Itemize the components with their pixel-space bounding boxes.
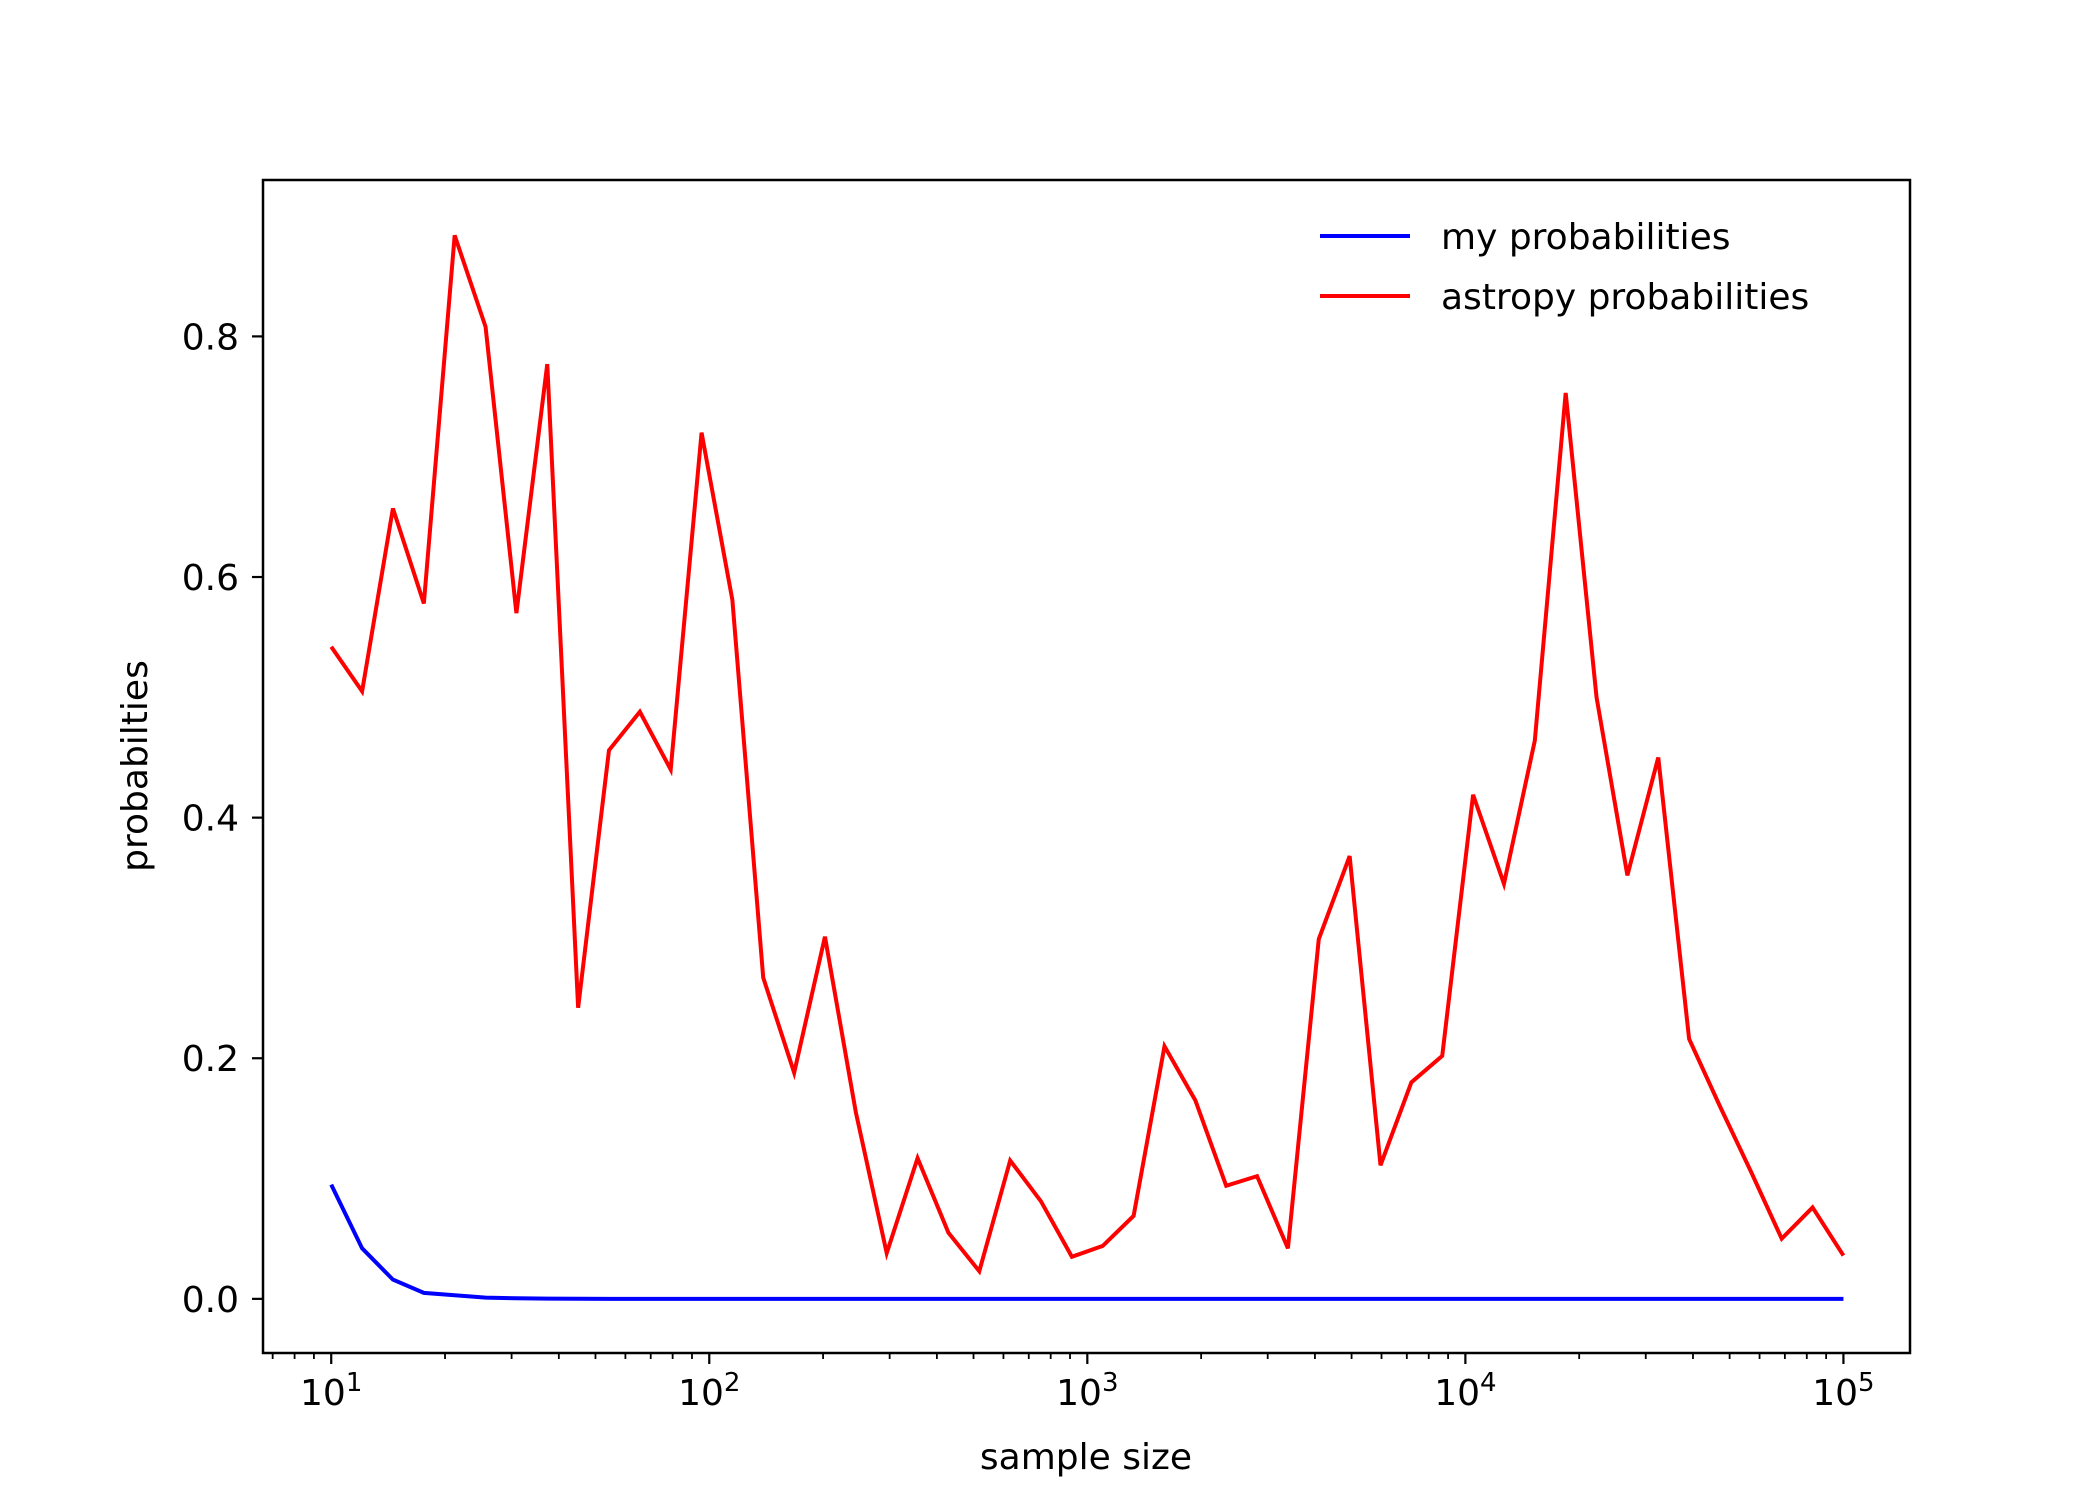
y-tick-label: 0.0 xyxy=(182,1280,239,1321)
legend-label-my-probabilities: my probabilities xyxy=(1441,217,1731,258)
plot-area xyxy=(329,234,1846,1301)
y-tick-label: 0.8 xyxy=(182,317,239,358)
y-tick-label: 0.4 xyxy=(182,799,239,840)
x-tick-label: 105 xyxy=(1812,1368,1874,1414)
x-axis-label: sample size xyxy=(980,1437,1192,1478)
legend-label-astropy-probabilities: astropy probabilities xyxy=(1441,277,1809,318)
x-tick-label: 101 xyxy=(300,1368,362,1414)
y-axis: 0.0 0.2 0.4 0.6 0.8 xyxy=(182,317,263,1321)
x-tick-label: 104 xyxy=(1434,1368,1496,1414)
x-tick-label: 102 xyxy=(678,1368,740,1414)
series-line-astropy-probabilities xyxy=(329,234,1846,1276)
y-axis-label: probabilties xyxy=(115,660,156,872)
y-tick-label: 0.2 xyxy=(182,1039,239,1080)
x-tick-label: 103 xyxy=(1056,1368,1118,1414)
series-line-my-probabilities xyxy=(329,1183,1844,1301)
x-axis: 101 102 103 104 105 xyxy=(271,1353,1875,1414)
legend: my probabilities astropy probabilities xyxy=(1320,217,1809,318)
y-tick-label: 0.6 xyxy=(182,558,239,599)
